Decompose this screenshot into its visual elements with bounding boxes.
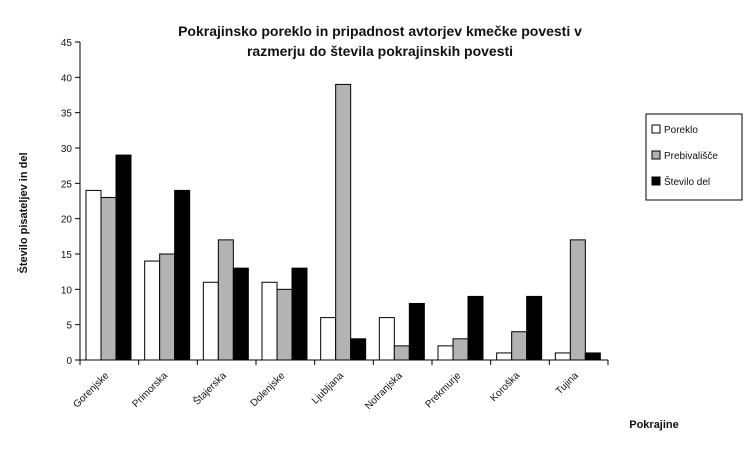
legend-label-1: Poreklo [664,125,698,136]
bar-3-3 [232,267,249,361]
bar-2-9 [569,239,586,361]
x-category-label: Ljubljana [310,370,346,406]
bar-3-9 [584,352,601,361]
chart-title-line2: razmerju do števila pokrajinskih povesti [247,43,513,59]
y-tick-label: 25 [61,179,73,190]
bar-3-7 [467,295,484,361]
bar-3-2 [174,189,191,361]
legend-box [645,113,743,201]
bar-2-7 [452,338,469,361]
bar-1-8 [496,352,513,361]
bar-1-2 [144,260,161,361]
legend-label-3: Število del [664,175,710,188]
x-category-label: Gorenjske [71,370,111,410]
bar-1-1 [85,189,102,361]
y-tick-label: 0 [66,356,72,367]
bar-3-5 [350,338,367,361]
legend-label-2: Prebivališče [664,151,718,162]
y-tick-label: 15 [61,250,73,261]
legend-swatch-2 [651,150,661,160]
bar-1-3 [202,281,219,361]
legend: Poreklo Prebivališče Število del [645,113,743,201]
chart-title-line1: Pokrajinsko poreklo in pripadnost avtorj… [178,23,582,39]
y-tick-label: 35 [61,109,73,120]
x-axis-title: Pokrajine [629,419,679,431]
y-axis-title: Število pisateljev in del [17,152,30,273]
y-tick-label: 20 [61,215,73,226]
x-category-label: Koroška [488,370,522,404]
y-tick-label: 30 [61,144,73,155]
y-tick-label: 5 [66,321,72,332]
legend-swatch-3 [651,176,661,186]
bar-2-3 [217,239,234,361]
bar-3-8 [526,295,543,361]
bar-2-6 [393,345,410,361]
y-tick-label: 40 [61,73,73,84]
bar-2-2 [159,253,176,361]
bar-2-1 [100,196,117,361]
plot-area: 0 5 10 15 20 25 30 35 40 45 Gorenjske Primorska Štaj… [61,38,609,412]
y-tick-label: 10 [61,285,73,296]
x-category-label: Primorska [131,370,171,410]
x-category-label: Štajerska [190,369,229,408]
x-category-label: Tujina [554,370,581,397]
bar-3-4 [291,267,308,361]
bar-3-1 [115,154,132,361]
bar-3-6 [408,302,425,361]
bar-1-7 [437,345,454,361]
bar-2-4 [276,288,293,361]
x-category-label: Prekmurje [423,370,463,410]
bar-1-9 [554,352,571,361]
bar-2-8 [511,331,528,361]
x-category-label: Dolenjske [249,370,288,409]
bar-1-6 [378,317,395,361]
bar-1-5 [320,317,337,361]
x-category-label: Notranjska [363,370,405,412]
y-tick-label: 45 [61,38,73,49]
bar-1-4 [261,281,278,361]
bar-2-5 [335,83,352,361]
legend-swatch-1 [651,124,661,134]
